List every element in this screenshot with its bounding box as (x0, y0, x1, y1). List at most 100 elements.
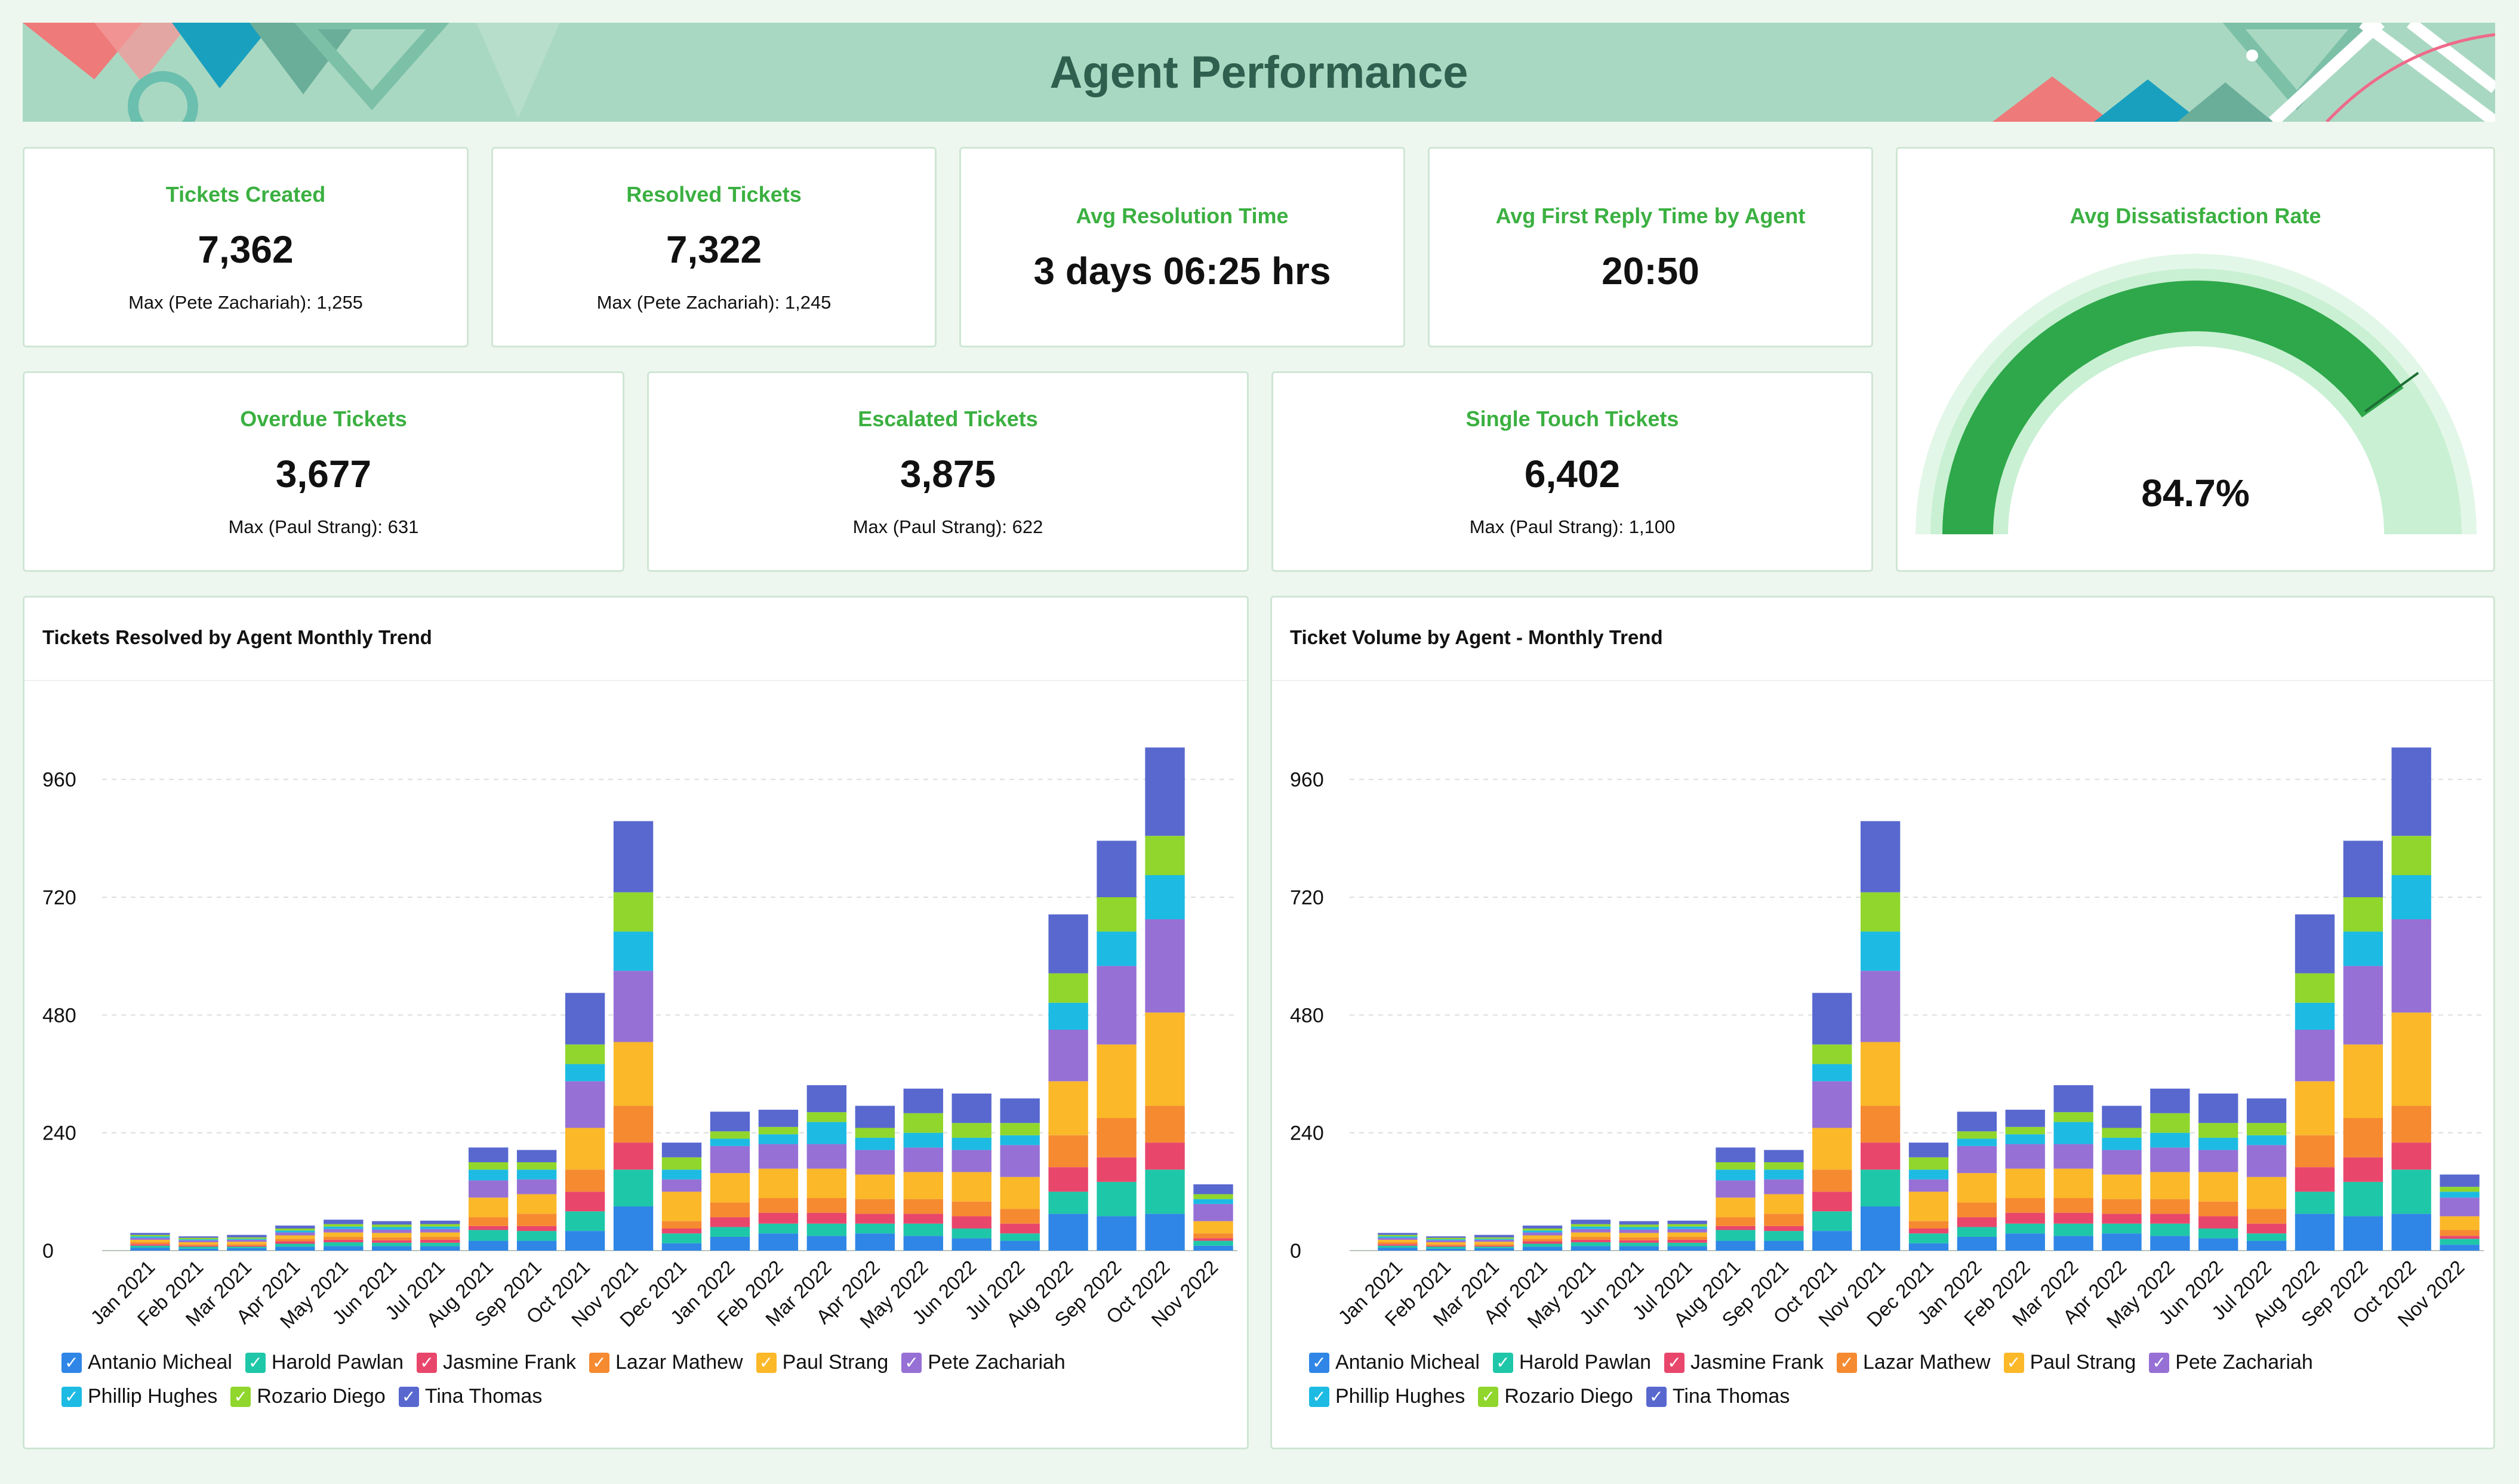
bar-segment[interactable] (178, 1240, 218, 1243)
bar-segment[interactable] (565, 1081, 605, 1128)
bar-segment[interactable] (758, 1110, 799, 1127)
bar-segment[interactable] (227, 1239, 267, 1242)
bar-segment[interactable] (1522, 1239, 1563, 1242)
bar-segment[interactable] (1048, 1002, 1088, 1030)
bar-segment[interactable] (1667, 1236, 1707, 1240)
bar-segment[interactable] (1000, 1223, 1040, 1234)
bar-segment[interactable] (2343, 1157, 2383, 1182)
bar-segment[interactable] (806, 1198, 847, 1213)
bar-segment[interactable] (806, 1112, 847, 1122)
bar-segment[interactable] (951, 1172, 991, 1202)
bar-segment[interactable] (1619, 1224, 1659, 1227)
bar-segment[interactable] (1474, 1237, 1514, 1239)
bar-segment[interactable] (758, 1233, 799, 1251)
bar-segment[interactable] (516, 1240, 557, 1251)
bar-segment[interactable] (275, 1246, 315, 1251)
bar-segment[interactable] (1570, 1226, 1611, 1229)
bar-segment[interactable] (1764, 1226, 1804, 1231)
bar-segment[interactable] (1812, 1211, 1852, 1231)
bar-segment[interactable] (420, 1246, 460, 1251)
legend-item[interactable]: ✓ Tina Thomas (1646, 1385, 1790, 1408)
bar-segment[interactable] (855, 1174, 895, 1199)
bar-segment[interactable] (2198, 1150, 2238, 1172)
bar-segment[interactable] (1000, 1240, 1040, 1251)
bar-segment[interactable] (2150, 1172, 2190, 1199)
bar-segment[interactable] (275, 1235, 315, 1239)
bar-segment[interactable] (1764, 1169, 1804, 1180)
bar-segment[interactable] (1860, 1106, 1901, 1143)
bar-segment[interactable] (2102, 1223, 2142, 1234)
bar-segment[interactable] (2102, 1106, 2142, 1128)
bar-segment[interactable] (468, 1180, 509, 1198)
legend-item[interactable]: ✓ Rozario Diego (230, 1385, 386, 1408)
bar-segment[interactable] (613, 1106, 654, 1143)
bar-segment[interactable] (1097, 931, 1137, 966)
bar-segment[interactable] (2053, 1085, 2093, 1113)
bar-segment[interactable] (516, 1162, 557, 1170)
bar-segment[interactable] (710, 1202, 750, 1218)
legend-item[interactable]: ✓ Harold Pawlan (245, 1351, 404, 1374)
bar-segment[interactable] (1193, 1184, 1233, 1194)
bar-segment[interactable] (1812, 1064, 1852, 1082)
bar-segment[interactable] (1860, 1042, 1901, 1106)
bar-segment[interactable] (420, 1226, 460, 1229)
bar-segment[interactable] (806, 1144, 847, 1169)
bar-segment[interactable] (130, 1233, 170, 1235)
bar-segment[interactable] (2005, 1126, 2045, 1135)
bar-segment[interactable] (1716, 1226, 1756, 1230)
bar-segment[interactable] (178, 1242, 218, 1245)
bar-segment[interactable] (2343, 1044, 2383, 1118)
bar-segment[interactable] (2343, 897, 2383, 932)
bar-segment[interactable] (2440, 1216, 2480, 1230)
kpi-card-resolved-tickets[interactable]: Resolved Tickets 7,322 Max (Pete Zachari… (491, 147, 937, 347)
bar-segment[interactable] (1426, 1236, 1466, 1238)
bar-segment[interactable] (1908, 1179, 1949, 1192)
bar-segment[interactable] (1908, 1233, 1949, 1243)
bar-segment[interactable] (1193, 1194, 1233, 1199)
bar-segment[interactable] (613, 971, 654, 1042)
bar-segment[interactable] (2005, 1233, 2045, 1251)
bar-segment[interactable] (468, 1162, 509, 1170)
bar-segment[interactable] (324, 1224, 364, 1227)
bar-segment[interactable] (951, 1229, 991, 1239)
bar-segment[interactable] (516, 1194, 557, 1214)
bar-segment[interactable] (1522, 1232, 1563, 1236)
bar-segment[interactable] (1667, 1246, 1707, 1251)
bar-segment[interactable] (2343, 1118, 2383, 1157)
bar-segment[interactable] (324, 1239, 364, 1243)
legend-check-icon[interactable]: ✓ (1478, 1386, 1499, 1407)
kpi-card-tickets-created[interactable]: Tickets Created 7,362 Max (Pete Zacharia… (23, 147, 469, 347)
bar-segment[interactable] (903, 1172, 943, 1199)
bar-segment[interactable] (806, 1122, 847, 1144)
bar-segment[interactable] (1145, 1106, 1185, 1143)
bar-segment[interactable] (2150, 1113, 2190, 1133)
bar-segment[interactable] (1000, 1123, 1040, 1135)
bar-segment[interactable] (2150, 1088, 2190, 1113)
bar-segment[interactable] (420, 1232, 460, 1237)
bar-segment[interactable] (1570, 1229, 1611, 1233)
bar-segment[interactable] (1957, 1138, 1997, 1146)
legend-item[interactable]: ✓ Pete Zachariah (2149, 1351, 2313, 1374)
bar-segment[interactable] (227, 1237, 267, 1239)
bar-segment[interactable] (1474, 1244, 1514, 1246)
bar-segment[interactable] (516, 1226, 557, 1231)
bar-segment[interactable] (613, 931, 654, 971)
bar-segment[interactable] (130, 1244, 170, 1246)
bar-segment[interactable] (758, 1144, 799, 1169)
bar-segment[interactable] (2198, 1123, 2238, 1138)
bar-segment[interactable] (516, 1214, 557, 1226)
bar-segment[interactable] (130, 1237, 170, 1240)
bar-segment[interactable] (806, 1212, 847, 1224)
bar-segment[interactable] (1570, 1236, 1611, 1240)
bar-segment[interactable] (2246, 1098, 2287, 1123)
bar-segment[interactable] (565, 1169, 605, 1192)
bar-segment[interactable] (2246, 1209, 2287, 1224)
bar-segment[interactable] (855, 1199, 895, 1214)
bar-segment[interactable] (2150, 1132, 2190, 1148)
bar-segment[interactable] (1378, 1236, 1418, 1238)
bar-segment[interactable] (710, 1236, 750, 1251)
bar-segment[interactable] (613, 892, 654, 932)
bar-segment[interactable] (1000, 1209, 1040, 1224)
bar-segment[interactable] (903, 1223, 943, 1236)
